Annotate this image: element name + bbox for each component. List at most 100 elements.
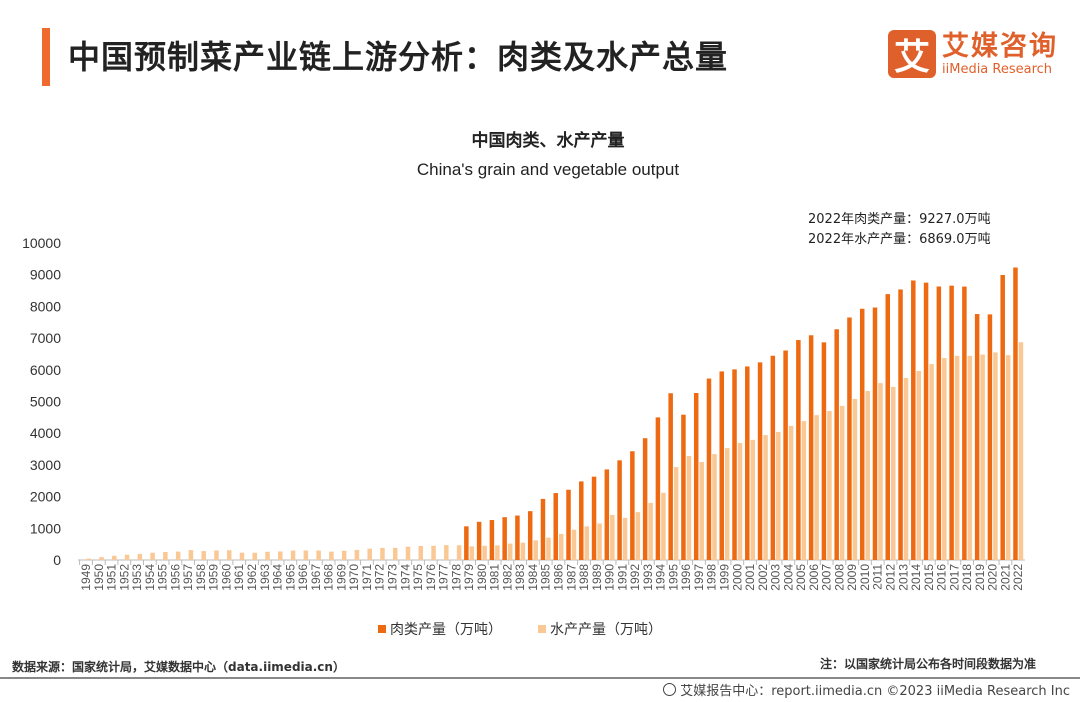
x-tick-label: 2010: [858, 564, 872, 591]
bar-aquatic-1997: [699, 462, 704, 560]
logo-mark: 艾: [888, 30, 936, 78]
x-tick-label: 1949: [79, 564, 93, 591]
bar-meat-1990: [604, 469, 610, 560]
x-tick-label: 1985: [539, 564, 553, 591]
x-tick-label: 2004: [781, 564, 795, 591]
bar-meat-1984: [527, 511, 533, 560]
bar-aquatic-2000: [737, 443, 743, 560]
x-tick-label: 1968: [322, 564, 336, 591]
bar-aquatic-1955: [163, 552, 168, 560]
x-tick-label: 2017: [947, 564, 961, 591]
x-tick-label: 1984: [526, 564, 540, 591]
bar-aquatic-2005: [801, 421, 807, 560]
x-tick-label: 2000: [730, 564, 744, 591]
x-tick-label: 2020: [986, 564, 1000, 591]
bar-meat-2010: [859, 308, 865, 560]
bar-aquatic-1951: [112, 555, 117, 560]
legend: 肉类产量（万吨） 水产产量（万吨）: [378, 619, 698, 639]
bar-aquatic-2021: [1005, 355, 1011, 560]
bar-aquatic-2008: [839, 405, 845, 560]
bar-meat-1982: [502, 517, 507, 560]
logo-cn: 艾媒咨询: [942, 30, 1058, 62]
x-tick-label: 2015: [922, 564, 936, 591]
x-tick-label: 2005: [794, 564, 808, 591]
chart-title: 中国肉类、水产产量: [471, 131, 625, 151]
x-tick-label: 1965: [283, 564, 297, 591]
bar-meat-2005: [796, 340, 801, 560]
bar-aquatic-1987: [571, 529, 577, 560]
globe-icon: [663, 683, 677, 696]
legend-label-aquatic: 水产产量（万吨）: [550, 622, 662, 638]
bar-aquatic-1965: [290, 550, 296, 560]
x-tick-label: 1958: [194, 564, 208, 591]
x-tick-label: 1989: [590, 564, 604, 591]
bar-aquatic-1984: [533, 540, 538, 560]
x-tick-label: 1971: [360, 564, 374, 591]
bar-aquatic-1979: [469, 546, 475, 560]
bar-aquatic-2014: [916, 371, 922, 560]
footnote: 注：以国家统计局公布各时间段数据为准: [819, 657, 1036, 671]
bar-aquatic-2011: [878, 383, 883, 560]
bar-meat-1979: [464, 526, 469, 560]
bar-meat-1989: [591, 476, 597, 560]
bar-meat-2013: [898, 289, 903, 560]
x-tick-label: 1999: [718, 564, 732, 591]
x-tick-label: 1991: [615, 564, 629, 591]
x-tick-label: 1982: [500, 564, 514, 591]
x-tick-label: 1987: [564, 564, 578, 591]
bar-aquatic-1970: [354, 549, 360, 560]
x-tick-label: 1988: [577, 564, 591, 591]
x-tick-label: 2019: [973, 564, 987, 591]
bar-aquatic-1959: [214, 550, 219, 560]
x-tick-label: 2022: [1011, 564, 1025, 591]
bar-meat-2003: [770, 355, 776, 560]
logo-en: iiMedia Research: [942, 61, 1053, 77]
bar-aquatic-1950: [99, 557, 104, 560]
bar-aquatic-1966: [303, 550, 309, 560]
bar-aquatic-2015: [929, 364, 934, 560]
bar-aquatic-2009: [852, 398, 858, 560]
x-tick-label: 2016: [935, 564, 949, 591]
bar-aquatic-1968: [329, 551, 334, 560]
x-tick-label: 1979: [462, 564, 476, 591]
x-tick-label: 2008: [832, 564, 846, 591]
x-tick-label: 1969: [334, 564, 348, 591]
x-tick-label: 1957: [181, 564, 195, 591]
bar-aquatic-1961: [239, 552, 245, 560]
y-tick-label: 3000: [30, 457, 61, 473]
y-tick-label: 6000: [30, 362, 61, 378]
legend-label-meat: 肉类产量（万吨）: [390, 622, 502, 638]
bar-aquatic-2006: [814, 415, 819, 560]
x-tick-label: 1975: [411, 564, 425, 591]
bar-aquatic-2001: [750, 439, 756, 560]
bar-aquatic-1994: [661, 492, 666, 560]
x-tick-label: 1976: [424, 564, 438, 591]
legend-item-meat: 肉类产量（万吨）: [378, 619, 502, 639]
x-tick-label: 1973: [385, 564, 399, 591]
bar-meat-1995: [668, 393, 673, 560]
bar-aquatic-1972: [380, 547, 385, 560]
legend-swatch-aquatic: [538, 625, 546, 633]
bar-aquatic-1960: [226, 550, 232, 560]
y-tick-label: 7000: [30, 330, 61, 346]
x-tick-label: 1970: [347, 564, 361, 591]
bar-aquatic-1995: [673, 467, 679, 560]
bar-aquatic-1999: [725, 448, 730, 560]
bar-aquatic-2010: [865, 391, 870, 560]
x-tick-label: 1972: [373, 564, 387, 591]
page-title: 中国预制菜产业链上游分析：肉类及水产总量: [68, 38, 729, 76]
bar-aquatic-1957: [188, 550, 194, 560]
x-tick-label: 1951: [105, 564, 119, 591]
bar-meat-1999: [719, 371, 724, 560]
bar-aquatic-1991: [622, 517, 628, 560]
x-tick-label: 1983: [513, 564, 527, 591]
bar-aquatic-1983: [520, 542, 526, 560]
bar-aquatic-1974: [405, 546, 411, 560]
x-tick-label: 2009: [845, 564, 859, 591]
bar-aquatic-2003: [776, 431, 781, 560]
bar-aquatic-2004: [788, 425, 794, 560]
x-tick-label: 2013: [896, 564, 910, 591]
x-tick-label: 1956: [168, 564, 182, 591]
bar-aquatic-1985: [546, 537, 551, 560]
bar-meat-2000: [732, 369, 737, 560]
